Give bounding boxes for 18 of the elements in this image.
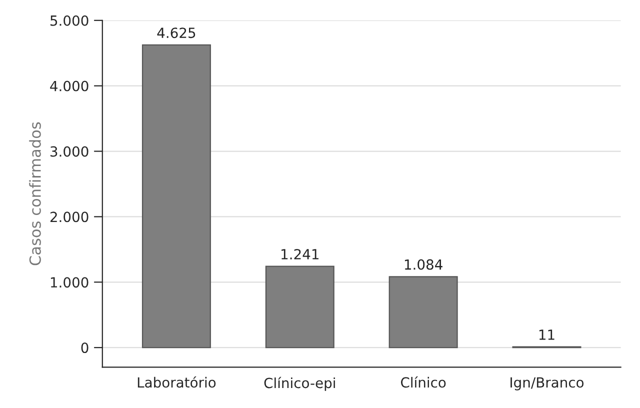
y-tick-label: 3.000 [50,146,88,157]
y-tick-label: 4.000 [50,80,88,92]
y-axis-title: Casos confirmados [29,122,41,266]
data-label: 1.084 [404,259,442,270]
x-tick-label: Clínico-epi [264,376,335,391]
data-label: 1.241 [282,249,318,260]
y-tick-label: 0 [81,342,88,354]
y-tick-label: 5.000 [50,15,88,26]
bar [265,266,334,348]
data-label: 11 [539,330,554,340]
x-tick-label: Ign/Branco [510,377,584,390]
bar [142,44,211,348]
data-label: 4.625 [157,28,196,38]
bar [388,276,458,348]
y-tick-label: 2.000 [50,212,88,222]
x-tick-label: Clínico [400,376,446,388]
x-tick-label: Laboratório [138,376,216,388]
y-tick-label: 1.000 [50,277,88,288]
